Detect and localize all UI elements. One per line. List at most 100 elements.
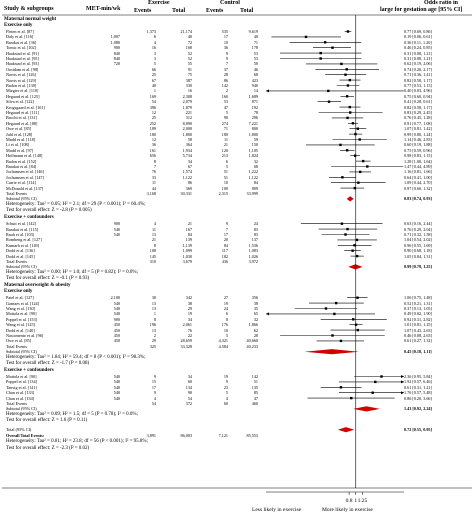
c-events: 10 xyxy=(223,327,228,333)
study-1-0-0-point xyxy=(356,296,359,299)
ex-total: 330 xyxy=(185,83,192,88)
study-1-0-1-point xyxy=(334,301,338,305)
study-0-1-2-point xyxy=(344,233,347,236)
study-name: Hegaard et al. [88] xyxy=(6,120,38,126)
study-row: Poppel et al. [153] 900 8 34 8 32 0.92 [0.31, … xyxy=(0,317,474,322)
ex-events: 12 xyxy=(151,110,156,115)
met-value: 450 xyxy=(113,338,120,344)
study-row: Mudd et al. [118] 12 58 11 59 1.14 [0.46, 2.8… xyxy=(0,137,474,142)
overall-effect-text: Test for overall effect: Z = 1.6 (P = 0.… xyxy=(6,418,88,424)
c-total: 192 xyxy=(251,104,258,110)
study-name: Daly et al. [116] xyxy=(6,34,34,40)
c-events: 47 xyxy=(223,104,228,110)
study-0-1-6-point xyxy=(356,254,359,258)
ex-total: 312 xyxy=(185,115,192,121)
or-text: 0.46 [0.24, 0.85] xyxy=(404,45,432,51)
study-0-0-26-point xyxy=(359,170,362,174)
section-title: Maternal normal weight xyxy=(4,17,57,22)
study-name: Mottola et al. [90] xyxy=(6,374,37,379)
ex-events: 4 xyxy=(153,221,156,227)
subtotal-row: Subtotal (95% CI) 0.99 [0.78, 1.25] xyxy=(0,264,474,269)
study-row: Owe et al. [85] 189 2,000 71 800 1.07 [0.81, … xyxy=(0,126,474,131)
ex-events: 25 xyxy=(151,72,156,78)
met-value: 900 xyxy=(113,221,120,227)
ex-total: 22 xyxy=(187,333,192,338)
ex-total: 54 xyxy=(187,395,192,401)
c-total: 871 xyxy=(251,99,258,105)
ex-events: 67 xyxy=(151,77,156,83)
c-total: 1,536 xyxy=(248,242,258,248)
ex-events: 13 xyxy=(151,306,156,311)
study-1-0-2-point xyxy=(324,307,328,310)
or-text: 1.01 [0.81, 1.25] xyxy=(404,322,432,328)
x-tick-label: 1 xyxy=(354,498,357,504)
ex-events: 161 xyxy=(149,147,156,153)
study-name: Rauh et al. [103] xyxy=(6,232,35,237)
c-events: 6 xyxy=(225,158,228,164)
or-text: 1.16 [0.81, 1.66] xyxy=(404,169,432,175)
study-row: Hoffmann et al. [148] 656 5,734 213 1,824 0.9… xyxy=(0,153,474,158)
or-text: 0.86 [0.20, 3.66] xyxy=(404,395,432,401)
ex-events: 145 xyxy=(149,253,156,259)
or-text: 0.82 [0.58, 1.17] xyxy=(404,77,432,83)
or-text: 1.06 [0.75, 1.48] xyxy=(404,295,432,301)
or-text: 0.40 [0.03, 4.96] xyxy=(404,88,432,94)
study-name: Nascimento et al. [96] xyxy=(6,333,44,338)
c-total: 50 xyxy=(253,61,258,67)
study-1-0-6-point xyxy=(356,328,359,332)
ex-total: 91 xyxy=(187,66,192,72)
or-text: 0.74 [0.26, 2.17] xyxy=(404,66,432,72)
or-text: 0.60 [0.19, 1.88] xyxy=(404,142,432,148)
study-row: Fleten et al. [87] 1,373 21,174 535 9,619 0.7… xyxy=(0,29,474,34)
study-name: Norris et al. [126] xyxy=(6,72,37,78)
subtotal-row: Subtotal (95% CI) 0.45 [0.18, 1.11] xyxy=(0,349,474,354)
ex-total: 364 xyxy=(185,142,192,148)
study-name: Dodd et al. [136] xyxy=(6,248,35,254)
header-ex-events: Events xyxy=(134,8,152,14)
overall-effect-text: Test for overall effect: Z = -2.8 (P = 0… xyxy=(6,208,92,214)
ex-events: 33 xyxy=(151,174,156,180)
c-events: 7 xyxy=(225,226,228,232)
study-0-0-18-point xyxy=(356,127,359,130)
study-name: Badon et al. [130] xyxy=(6,83,37,88)
c-total: 1,105 xyxy=(248,147,258,153)
ex-events: 54 xyxy=(151,99,156,105)
c-total: 1,083 xyxy=(248,248,258,254)
ex-total: 21 xyxy=(187,221,192,227)
total-events-label: Total Events xyxy=(6,401,27,406)
c-events: 86 xyxy=(223,77,228,83)
ex-events: 2 xyxy=(153,333,156,338)
met-value: 540 xyxy=(113,306,120,311)
header-or2: large for gestation age [95% CI] xyxy=(380,7,463,13)
study-row: Haakstad et al. [93] 720 5 55 7 50 0.62 [0.19,… xyxy=(0,61,474,66)
ex-events: 16 xyxy=(151,45,156,51)
study-name: Mizgier et al. [110] xyxy=(6,88,39,94)
c-total: 83 xyxy=(253,226,258,232)
subtotal-diamond xyxy=(353,406,380,412)
ex-total: 8,890 xyxy=(182,120,192,126)
x-tick-label: 1.25 xyxy=(358,498,368,504)
ex-events: 29 xyxy=(151,338,156,344)
or-text: 0.71 [0.36, 1.41] xyxy=(404,72,432,78)
study-row: Barakat et al. [84] 7 67 5 68 1.47 [0.44, 4.8… xyxy=(0,164,474,169)
or-text: 1.04 [0.54, 2.02] xyxy=(404,237,432,243)
favours-left-label: Less likely in exercise xyxy=(252,507,302,513)
study-0-0-20-point xyxy=(358,138,361,141)
study-name: Barakat et al. [115] xyxy=(6,226,39,232)
subtotal-label: Subtotal (95% CI) xyxy=(6,406,37,412)
study-0-0-11-point xyxy=(327,89,330,93)
c-total: 1,866 xyxy=(248,322,258,328)
c-events: 9 xyxy=(225,50,228,56)
c-total: 83 xyxy=(253,232,258,237)
study-row: Currie et al. [114] 11 86 10 84 1.09 [0.44, 2… xyxy=(0,180,474,185)
study-name: Chan et al. [134] xyxy=(6,395,35,401)
study-name: Haakstad et al. [95] xyxy=(6,56,39,61)
c-total: 142 xyxy=(251,374,258,379)
heterogeneity-text: Heterogeneity: Tau² = 0.00; H² = 1.0; df… xyxy=(6,270,138,275)
c-total: 940 xyxy=(251,83,258,88)
met-value: 450 xyxy=(113,322,120,328)
or-text: 0.83 [0.29, 2.45] xyxy=(404,110,432,115)
header-study: Study & subgroups xyxy=(4,6,54,12)
or-text: 0.37 [0.13, 1.05] xyxy=(404,306,432,311)
